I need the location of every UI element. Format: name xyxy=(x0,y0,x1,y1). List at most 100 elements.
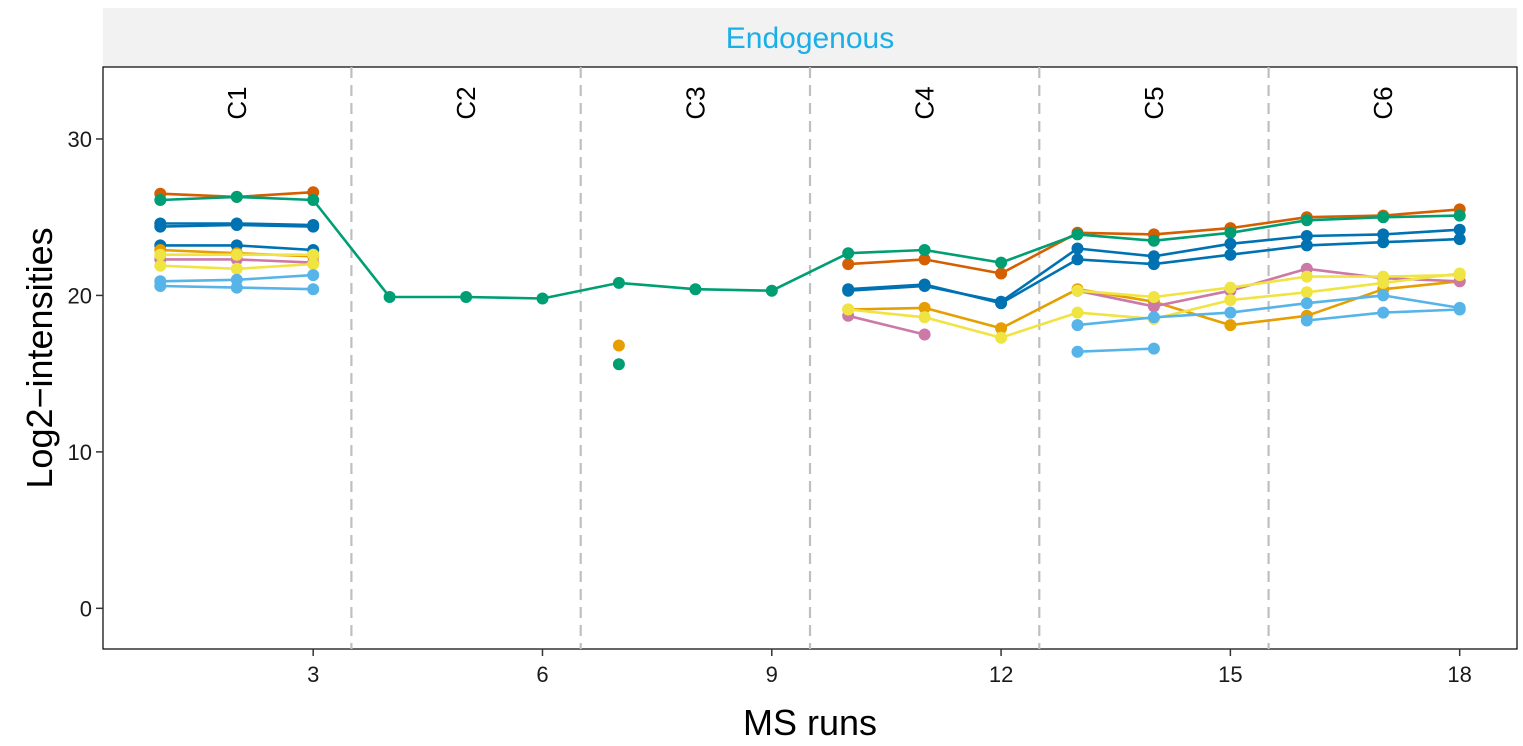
data-point xyxy=(995,267,1008,280)
data-point xyxy=(1147,234,1160,247)
data-point xyxy=(460,291,473,303)
data-point xyxy=(307,269,320,282)
data-point xyxy=(1300,230,1313,242)
data-point xyxy=(1147,258,1160,271)
data-point xyxy=(1071,345,1084,358)
condition-label: C1 xyxy=(222,86,252,119)
data-point xyxy=(307,248,320,261)
data-point xyxy=(1377,236,1390,249)
data-point xyxy=(612,358,625,371)
y-axis-label: Log2−intensities xyxy=(19,227,60,488)
x-tick-label: 3 xyxy=(307,662,319,687)
data-point xyxy=(918,253,931,266)
data-point xyxy=(154,280,167,292)
series xyxy=(154,190,1466,305)
data-point xyxy=(1224,306,1237,319)
y-tick-label: 10 xyxy=(68,440,92,465)
data-point xyxy=(307,283,320,296)
data-point xyxy=(154,259,167,272)
data-point xyxy=(1224,319,1237,332)
data-point xyxy=(230,190,243,203)
series-line xyxy=(160,195,1460,300)
condition-labels: C1 C2 C3 C4 C5 C6 xyxy=(222,86,1398,119)
condition-boundaries xyxy=(350,67,1270,649)
data-point xyxy=(154,248,167,261)
condition-label: C5 xyxy=(1139,86,1169,119)
x-tick-label: 9 xyxy=(766,662,778,687)
data-point xyxy=(995,322,1008,335)
series-line xyxy=(1077,267,1460,308)
series xyxy=(154,219,1466,310)
data-point xyxy=(1071,228,1084,241)
data-point xyxy=(842,283,855,296)
data-point xyxy=(1224,294,1237,307)
data-point xyxy=(1071,306,1084,319)
data-point xyxy=(1224,248,1237,261)
data-point xyxy=(995,256,1008,269)
y-axis: 0 10 20 30 xyxy=(68,127,103,621)
data-point xyxy=(307,194,320,206)
y-tick-label: 30 xyxy=(68,127,92,152)
x-tick-label: 6 xyxy=(536,662,548,687)
y-tick-label: 20 xyxy=(68,283,92,308)
data-point xyxy=(1224,237,1237,250)
data-point xyxy=(1377,289,1390,302)
series xyxy=(154,258,1466,303)
series-layer xyxy=(154,186,1466,371)
data-point xyxy=(918,278,931,291)
data-point xyxy=(1071,242,1084,255)
data-point xyxy=(1071,253,1084,266)
data-point xyxy=(383,291,396,303)
data-point xyxy=(1147,342,1160,355)
data-point xyxy=(307,258,320,271)
data-point xyxy=(1377,306,1390,319)
series-line xyxy=(1077,347,1154,353)
data-point xyxy=(154,220,167,233)
data-point xyxy=(1147,300,1160,313)
x-tick-label: 12 xyxy=(989,662,1013,687)
data-point xyxy=(918,328,931,341)
data-point xyxy=(1071,319,1084,332)
x-tick-label: 15 xyxy=(1218,662,1242,687)
data-point xyxy=(154,194,167,206)
data-point xyxy=(230,281,243,294)
series-line xyxy=(1077,273,1460,299)
data-point xyxy=(1147,291,1160,303)
data-point xyxy=(1224,226,1237,239)
data-point xyxy=(1300,297,1313,310)
data-point xyxy=(1300,270,1313,283)
data-point xyxy=(842,258,855,271)
series-line xyxy=(1077,294,1460,327)
data-point xyxy=(918,244,931,256)
data-point xyxy=(1224,281,1237,294)
x-tick-label: 18 xyxy=(1447,662,1471,687)
data-point xyxy=(612,339,625,352)
data-point xyxy=(1377,270,1390,283)
data-point xyxy=(918,311,931,324)
data-point xyxy=(1453,303,1466,316)
data-point xyxy=(842,303,855,316)
condition-label: C2 xyxy=(451,86,481,119)
series xyxy=(612,358,625,371)
data-point xyxy=(1453,233,1466,246)
data-point xyxy=(1071,284,1084,297)
data-point xyxy=(842,247,855,260)
data-point xyxy=(1453,209,1466,222)
data-point xyxy=(995,331,1008,344)
data-point xyxy=(1453,269,1466,282)
data-point xyxy=(1377,211,1390,224)
series-line xyxy=(847,314,925,336)
data-point xyxy=(1453,223,1466,236)
data-point xyxy=(1300,314,1313,327)
facet-title: Endogenous xyxy=(726,22,895,55)
data-point xyxy=(1300,214,1313,227)
data-point xyxy=(765,284,778,297)
data-point xyxy=(1300,239,1313,252)
data-point xyxy=(612,276,625,289)
series xyxy=(154,280,1466,358)
data-point xyxy=(307,220,320,233)
data-point xyxy=(1147,311,1160,324)
data-point xyxy=(918,301,931,314)
